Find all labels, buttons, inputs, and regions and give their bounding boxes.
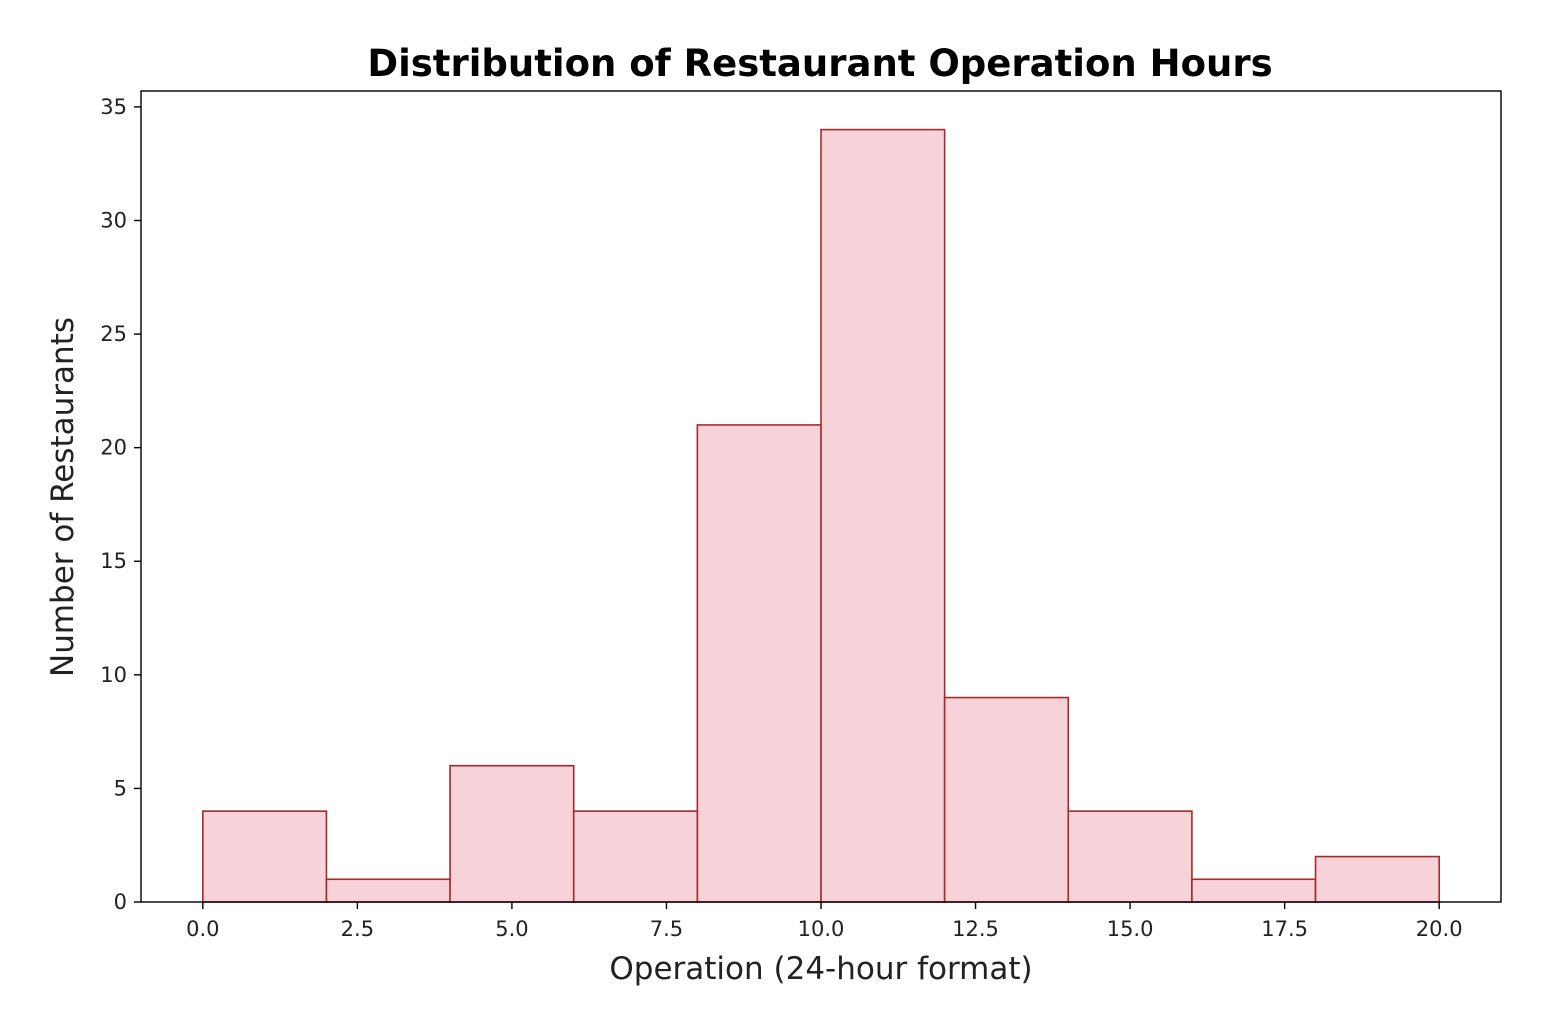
histogram-bar	[449, 764, 575, 903]
x-tick-label: 2.5	[341, 917, 374, 941]
histogram-bar	[820, 128, 946, 903]
x-tick-label: 0.0	[186, 917, 219, 941]
y-tick-label: 25	[100, 322, 127, 346]
histogram-bar	[325, 878, 451, 903]
y-tick-label: 20	[100, 436, 127, 460]
y-tick-label: 10	[100, 663, 127, 687]
y-tick-label: 15	[100, 549, 127, 573]
x-tick-label: 12.5	[952, 917, 999, 941]
x-tick-label: 20.0	[1416, 917, 1463, 941]
y-tick-label: 0	[114, 890, 127, 914]
y-tick-label: 5	[114, 776, 127, 800]
histogram-bar	[696, 424, 822, 903]
x-tick-label: 7.5	[650, 917, 683, 941]
y-axis-label: Number of Restaurants	[45, 317, 81, 677]
y-tick-label: 30	[100, 208, 127, 232]
x-tick-label: 15.0	[1107, 917, 1154, 941]
x-axis-ticks: 0.0 2.5 5.0 7.5 10.0 12.5 15.0 17.5 20.0	[186, 902, 1463, 941]
x-tick-label: 5.0	[495, 917, 528, 941]
histogram-bar	[1191, 878, 1317, 903]
y-axis-ticks: 0 5 10 15 20 25 30 35	[100, 95, 141, 914]
histogram-bar	[943, 696, 1070, 903]
bars-group	[202, 128, 1440, 903]
x-axis-label: Operation (24-hour format)	[609, 951, 1032, 987]
histogram-bar	[1314, 855, 1440, 903]
histogram-bar	[572, 810, 699, 903]
chart-title: Distribution of Restaurant Operation Hou…	[367, 42, 1272, 85]
y-tick-label: 35	[100, 95, 127, 119]
x-tick-label: 10.0	[798, 917, 845, 941]
x-tick-label: 17.5	[1261, 917, 1308, 941]
histogram-bar	[202, 810, 328, 903]
histogram-bar	[1067, 810, 1193, 903]
